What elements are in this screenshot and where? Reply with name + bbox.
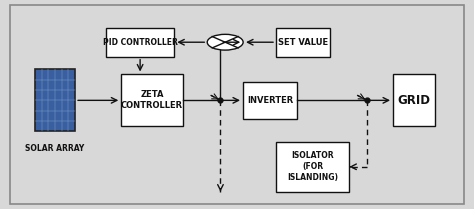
Text: PID CONTROLLER: PID CONTROLLER <box>103 38 178 47</box>
Bar <box>276 142 349 192</box>
Text: GRID: GRID <box>398 94 431 107</box>
Bar <box>106 28 174 57</box>
Text: ISOLATOR
(FOR
ISLANDING): ISOLATOR (FOR ISLANDING) <box>287 151 338 182</box>
Bar <box>35 69 75 131</box>
Bar <box>393 74 436 126</box>
Bar <box>276 28 330 57</box>
Bar <box>121 74 182 126</box>
Text: SOLAR ARRAY: SOLAR ARRAY <box>26 144 85 153</box>
Text: INVERTER: INVERTER <box>247 96 293 105</box>
Bar <box>243 82 297 119</box>
Text: ZETA
CONTROLLER: ZETA CONTROLLER <box>121 90 183 110</box>
Text: SET VALUE: SET VALUE <box>278 38 328 47</box>
Circle shape <box>207 34 243 50</box>
